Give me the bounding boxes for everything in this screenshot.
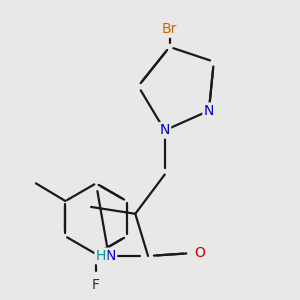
Text: O: O — [194, 246, 205, 260]
Text: Br: Br — [162, 22, 177, 36]
Text: F: F — [92, 278, 100, 292]
Text: H: H — [96, 249, 106, 263]
Text: N: N — [204, 104, 214, 118]
Text: N: N — [106, 249, 116, 263]
Text: N: N — [160, 123, 170, 137]
